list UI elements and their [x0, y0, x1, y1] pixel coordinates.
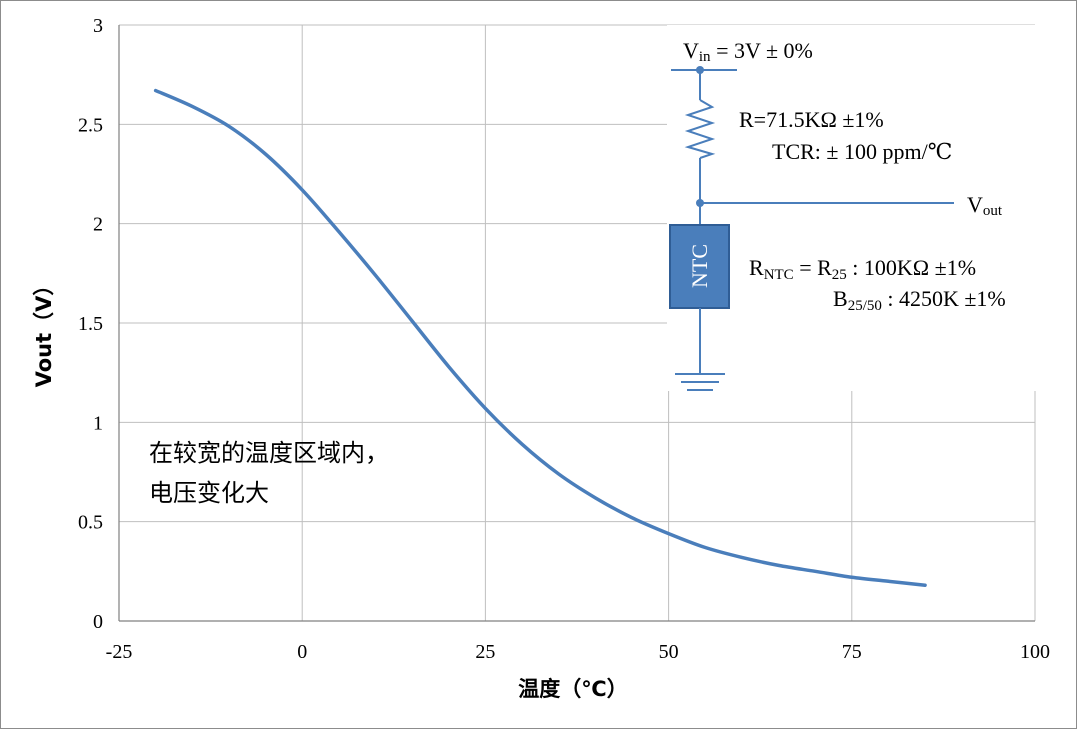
x-tick-label: 75	[842, 641, 862, 663]
y-tick-label: 1.5	[78, 313, 103, 335]
y-axis-title: Vout（V）	[32, 275, 56, 388]
b-constant-label: B25/50 : 4250K ±1%	[833, 286, 1006, 314]
tcr-label: TCR: ± 100 ppm/℃	[772, 139, 952, 164]
ground-icon	[675, 373, 725, 391]
ntc-label: NTC	[687, 244, 712, 288]
y-tick-label: 0.5	[78, 512, 103, 534]
series-line-vout	[153, 88, 927, 587]
x-tick-label: 100	[1020, 641, 1050, 663]
y-tick-label: 1	[93, 412, 103, 434]
rntc-label: RNTC = R25 : 100KΩ ±1%	[749, 255, 976, 283]
x-axis-title: 温度（℃）	[518, 677, 627, 701]
y-tick-label: 0	[93, 611, 103, 633]
y-tick-label: 3	[93, 15, 103, 37]
tick-labels: 00.511.522.53-25 0 25 50 75 100	[78, 15, 1050, 663]
vin-label: Vin = 3V ± 0%	[683, 38, 813, 65]
annotation-note-line-1: 在较宽的温度区域内，	[149, 439, 389, 467]
circuit-background	[667, 25, 1055, 391]
x-tick-label: -25	[106, 641, 133, 663]
circuit-diagram: NTC Vin = 3V ± 0% R=71.5KΩ ±1% TCR: ± 10…	[667, 25, 1055, 391]
vout-label: Vout	[967, 192, 1003, 219]
x-tick-label: 50	[659, 641, 679, 663]
resistor-symbol	[684, 99, 716, 159]
y-tick-label: 2	[93, 214, 103, 236]
x-tick-label: 0	[297, 641, 307, 663]
x-tick-label: 25	[475, 641, 495, 663]
annotation-note-line-2: 电压变化大	[149, 479, 269, 507]
y-tick-label: 2.5	[78, 114, 103, 136]
resistor-value-label: R=71.5KΩ ±1%	[739, 107, 884, 132]
